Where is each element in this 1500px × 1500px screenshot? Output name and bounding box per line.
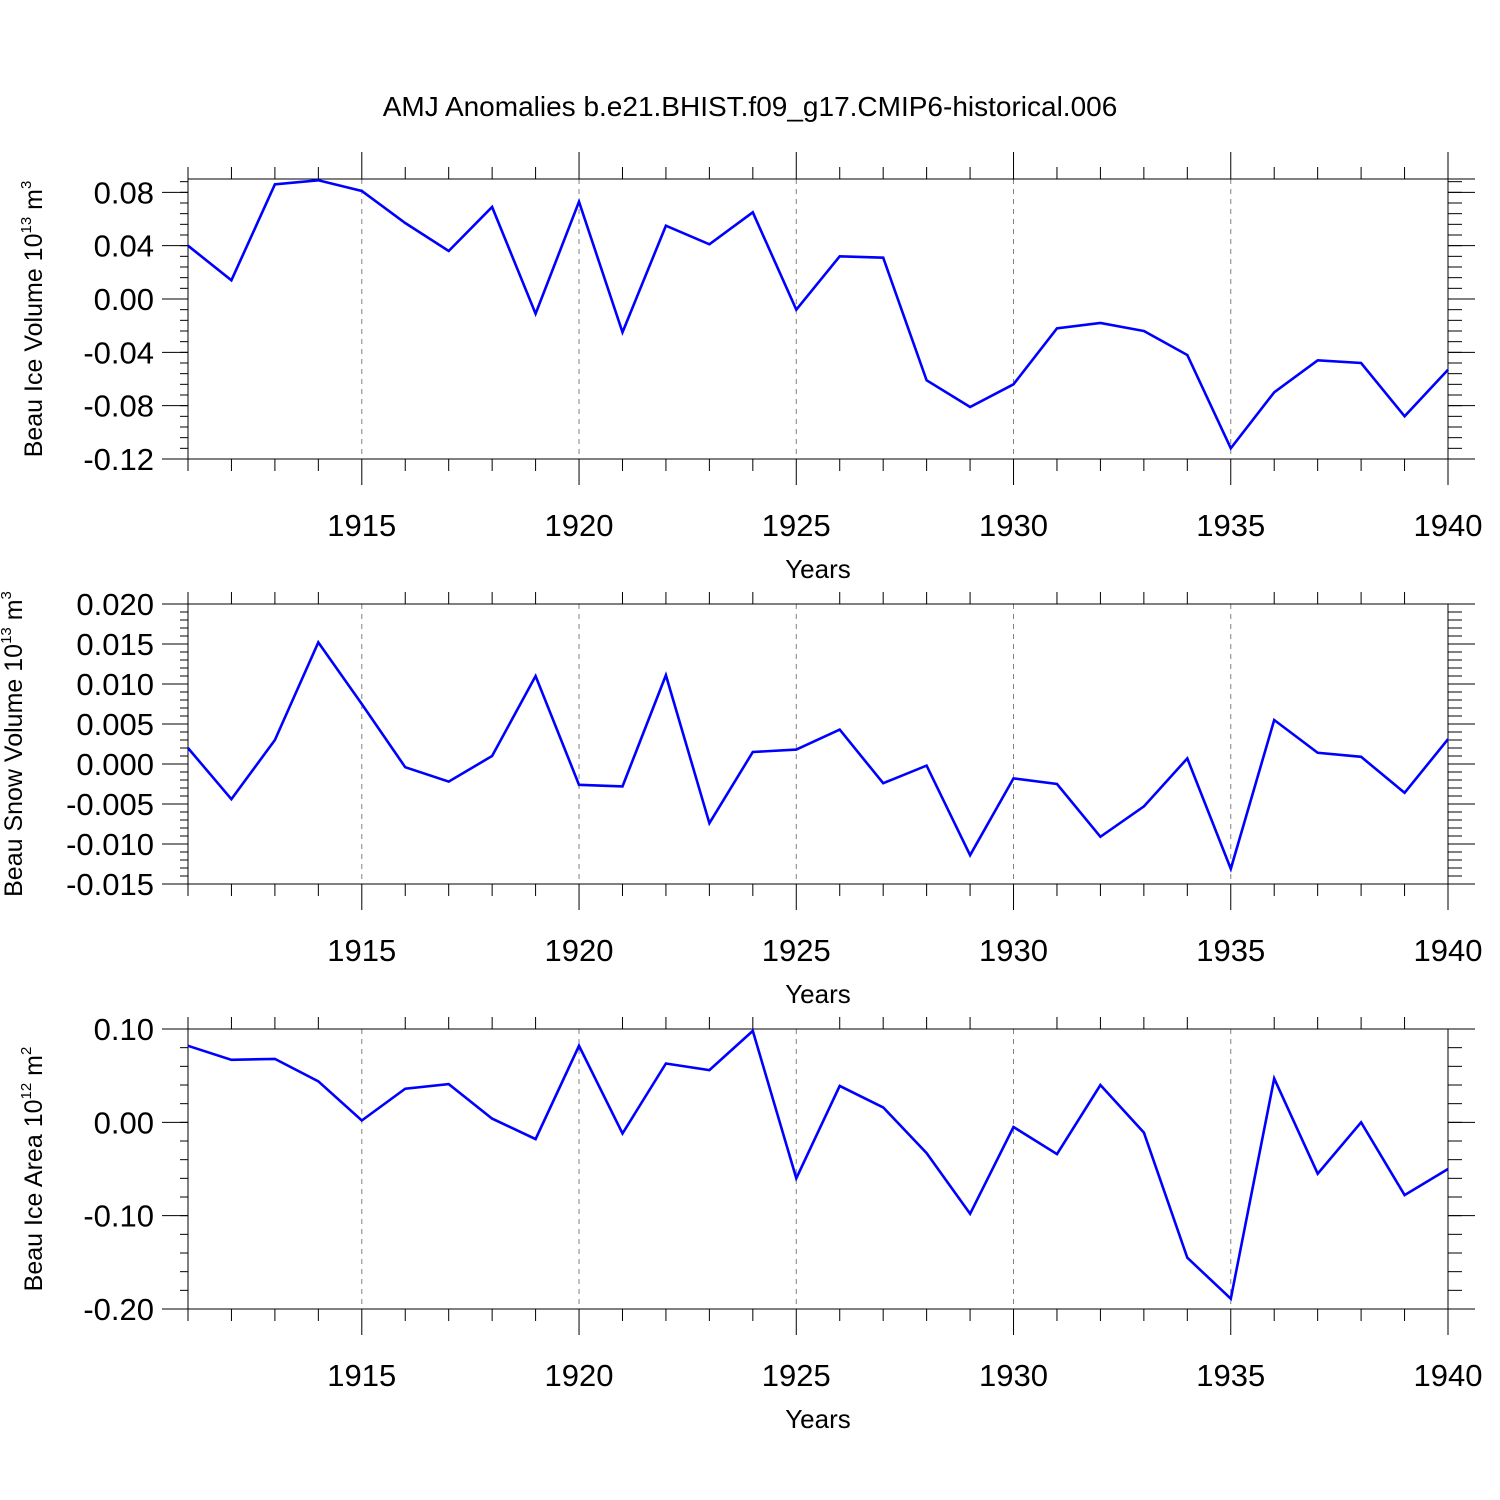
x-tick-label: 1940 (1414, 1358, 1483, 1393)
y-axis-label-exponent: 13 (0, 627, 15, 644)
series-line (187, 639, 1450, 873)
x-axis-label: Years (785, 979, 851, 1009)
y-axis-label-exponent: 2 (18, 1047, 35, 1055)
y-axis-label: Beau Snow Volume 1013 m3 (0, 591, 28, 897)
y-axis-label-exponent: 3 (18, 181, 35, 189)
chart-title: AMJ Anomalies b.e21.BHIST.f09_g17.CMIP6-… (383, 91, 1118, 122)
panel-1: 0.08 0.04 0.00 -0.04 -0.08 -0.12 1915 1920 1925 1… (18, 152, 1482, 584)
x-tick-label: 1940 (1414, 508, 1483, 543)
x-tick-label: 1915 (327, 508, 396, 543)
x-axis-label: Years (785, 1404, 851, 1434)
y-tick-label: -0.010 (66, 827, 154, 862)
y-tick-label: -0.08 (83, 389, 154, 424)
y-tick-label: 0.10 (94, 1012, 154, 1047)
y-tick-label: 0.000 (76, 747, 154, 782)
x-tick-label: 1920 (545, 933, 614, 968)
x-tick-label: 1925 (762, 1358, 831, 1393)
x-axis-label: Years (785, 554, 851, 584)
y-axis-label-exponent: 12 (18, 1083, 35, 1100)
x-tick-label: 1940 (1414, 933, 1483, 968)
panels: 0.08 0.04 0.00 -0.04 -0.08 -0.12 1915 1920 1925 1… (0, 152, 1482, 1434)
y-axis-label-part: Beau Snow Volume 10 (0, 644, 28, 897)
y-tick-label: -0.10 (83, 1199, 154, 1234)
x-tick-label: 1935 (1196, 933, 1265, 968)
y-tick-label: -0.005 (66, 787, 154, 822)
panel-2: 0.020 0.015 0.010 0.005 0.000 -0.005 -0.010 -0.… (0, 587, 1482, 1009)
y-axis-label-part: Beau Ice Volume 10 (20, 234, 48, 458)
y-axis-label: Beau Ice Volume 1013 m3 (18, 181, 48, 458)
y-tick-label: 0.00 (94, 1105, 154, 1140)
x-tick-label: 1935 (1196, 1358, 1265, 1393)
x-tick-label: 1920 (545, 1358, 614, 1393)
x-tick-label: 1915 (327, 933, 396, 968)
x-tick-label: 1925 (762, 933, 831, 968)
y-tick-label: -0.12 (83, 442, 154, 477)
x-tick-label: 1920 (545, 508, 614, 543)
y-tick-label: 0.020 (76, 587, 154, 622)
y-axis-label-part: m (20, 1055, 48, 1083)
y-tick-label: 0.015 (76, 627, 154, 662)
y-axis-label-part: Beau Ice Area 10 (20, 1100, 48, 1292)
x-tick-label: 1930 (979, 1358, 1048, 1393)
y-axis-label: Beau Ice Area 1012 m2 (18, 1047, 48, 1292)
y-tick-label: 0.010 (76, 667, 154, 702)
y-axis-label-exponent: 3 (0, 591, 15, 599)
series-line (187, 1028, 1449, 1302)
y-axis-label-part: m (20, 189, 48, 217)
y-axis-label-exponent: 13 (18, 217, 35, 234)
panel-3: 0.10 0.00 -0.10 -0.20 1915 1920 1925 1930 1935 19… (18, 1012, 1482, 1434)
x-tick-label: 1935 (1196, 508, 1265, 543)
y-tick-label: -0.015 (66, 867, 154, 902)
x-tick-label: 1930 (979, 508, 1048, 543)
series-line (187, 178, 1449, 451)
y-tick-label: -0.04 (83, 335, 154, 370)
y-tick-label: 0.00 (94, 282, 154, 317)
y-tick-label: 0.08 (94, 175, 154, 210)
x-tick-label: 1915 (327, 1358, 396, 1393)
x-tick-label: 1930 (979, 933, 1048, 968)
y-tick-label: 0.04 (94, 229, 154, 264)
y-tick-label: -0.20 (83, 1292, 154, 1327)
y-axis-label-part: m (0, 599, 28, 627)
x-tick-label: 1925 (762, 508, 831, 543)
y-tick-label: 0.005 (76, 707, 154, 742)
